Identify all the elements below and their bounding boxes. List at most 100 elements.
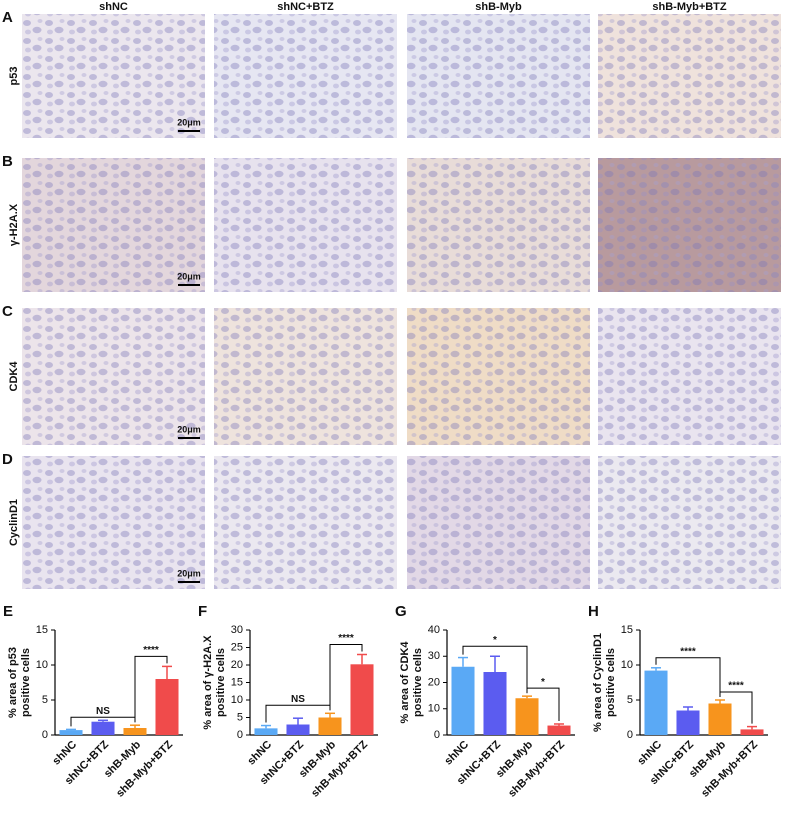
y-axis-label: % area of CDK4: [399, 641, 411, 724]
y-tick-label: 0: [42, 729, 48, 741]
significance-bracket: [655, 657, 721, 697]
significance-label: NS: [96, 706, 110, 717]
bar: [740, 729, 764, 735]
significance-label: ****: [143, 645, 159, 656]
y-tick-label: 10: [231, 694, 243, 706]
x-tick-label: shNC: [635, 739, 664, 768]
significance-label: NS: [291, 694, 305, 705]
y-axis-label: positive cells: [215, 648, 227, 717]
x-tick-label: shNC: [245, 739, 274, 768]
y-tick-label: 15: [621, 624, 633, 636]
x-tick-label: shB-Myb+BTZ: [699, 738, 760, 799]
y-axis-label: positive cells: [20, 648, 32, 717]
panel-letter: G: [395, 603, 407, 620]
bar: [254, 728, 278, 735]
y-tick-label: 10: [428, 703, 440, 715]
scale-bar-label: 20μm: [177, 117, 201, 127]
y-tick-label: 5: [237, 711, 243, 723]
panel-letter: H: [588, 603, 599, 620]
micrograph-texture: [22, 308, 205, 445]
bar: [318, 717, 342, 735]
micrograph-texture: [22, 456, 205, 589]
y-axis-label: positive cells: [412, 648, 424, 717]
row-label: CDK4: [8, 361, 20, 392]
x-tick-label: shNC: [50, 739, 79, 768]
y-tick-label: 0: [237, 729, 243, 741]
x-tick-label: shB-Myb+BTZ: [506, 738, 567, 799]
micrograph-texture: [407, 308, 590, 445]
significance-bracket: [134, 655, 168, 723]
y-axis-label: % area of p53: [7, 647, 19, 718]
panel-letter: A: [2, 9, 13, 26]
y-tick-label: 30: [231, 624, 243, 636]
bar: [123, 728, 147, 735]
bar: [483, 672, 507, 735]
significance-bracket: [719, 691, 753, 724]
bar: [59, 730, 83, 735]
micrograph-texture: [598, 456, 781, 589]
panel-letter: F: [198, 603, 207, 620]
y-axis-label: % area of γ-H2A.X: [202, 635, 214, 730]
micrograph-texture: [407, 14, 590, 138]
column-header: shB-Myb: [475, 1, 522, 13]
scale-bar-label: 20μm: [177, 271, 201, 281]
panel-letter: D: [2, 451, 13, 468]
bar: [676, 710, 700, 735]
bar: [155, 679, 179, 735]
bar: [451, 666, 475, 735]
scale-bar-label: 20μm: [177, 424, 201, 434]
significance-label: ****: [680, 646, 696, 657]
y-tick-label: 10: [36, 659, 48, 671]
scale-bar-label: 20μm: [177, 568, 201, 578]
bar: [286, 724, 310, 735]
significance-bracket: [462, 645, 528, 694]
y-tick-label: 30: [428, 650, 440, 662]
panel-letter: B: [2, 153, 13, 170]
significance-label: *: [541, 677, 545, 688]
micrograph-texture: [22, 14, 205, 138]
y-tick-label: 20: [231, 659, 243, 671]
row-label: p53: [8, 67, 20, 86]
micrograph-texture: [407, 158, 590, 292]
y-axis-label: % area of CyclinD1: [592, 633, 604, 732]
y-axis-label: positive cells: [605, 648, 617, 717]
column-header: shB-Myb+BTZ: [652, 1, 727, 13]
micrograph-texture: [214, 308, 397, 445]
x-tick-label: shNC: [442, 739, 471, 768]
panel-letter: C: [2, 303, 13, 320]
x-tick-label: shB-Myb+BTZ: [309, 738, 370, 799]
micrograph-texture: [598, 14, 781, 138]
y-tick-label: 15: [36, 624, 48, 636]
bar: [708, 703, 732, 735]
significance-label: *: [493, 635, 497, 646]
y-tick-label: 15: [231, 676, 243, 688]
y-tick-label: 20: [428, 676, 440, 688]
y-tick-label: 0: [434, 729, 440, 741]
significance-bracket: [329, 644, 363, 711]
bar: [515, 698, 539, 735]
row-label: CyclinD1: [8, 499, 20, 546]
micrograph-texture: [598, 158, 781, 292]
micrograph-texture: [214, 158, 397, 292]
y-tick-label: 10: [621, 659, 633, 671]
panel-letter: E: [3, 603, 13, 620]
y-tick-label: 25: [231, 641, 243, 653]
bar: [350, 664, 374, 735]
y-tick-label: 5: [42, 694, 48, 706]
micrograph-texture: [22, 158, 205, 292]
y-tick-label: 0: [627, 729, 633, 741]
significance-label: ****: [338, 633, 354, 644]
bar: [644, 670, 668, 735]
bar: [547, 725, 571, 735]
micrograph-texture: [407, 456, 590, 589]
column-header: shNC: [99, 1, 128, 13]
x-tick-label: shB-Myb+BTZ: [114, 738, 175, 799]
column-header: shNC+BTZ: [277, 1, 334, 13]
y-tick-label: 5: [627, 694, 633, 706]
y-tick-label: 40: [428, 624, 440, 636]
row-label: γ-H2A.X: [8, 203, 20, 246]
micrograph-texture: [214, 14, 397, 138]
significance-bracket: [526, 687, 560, 721]
micrograph-texture: [598, 308, 781, 445]
